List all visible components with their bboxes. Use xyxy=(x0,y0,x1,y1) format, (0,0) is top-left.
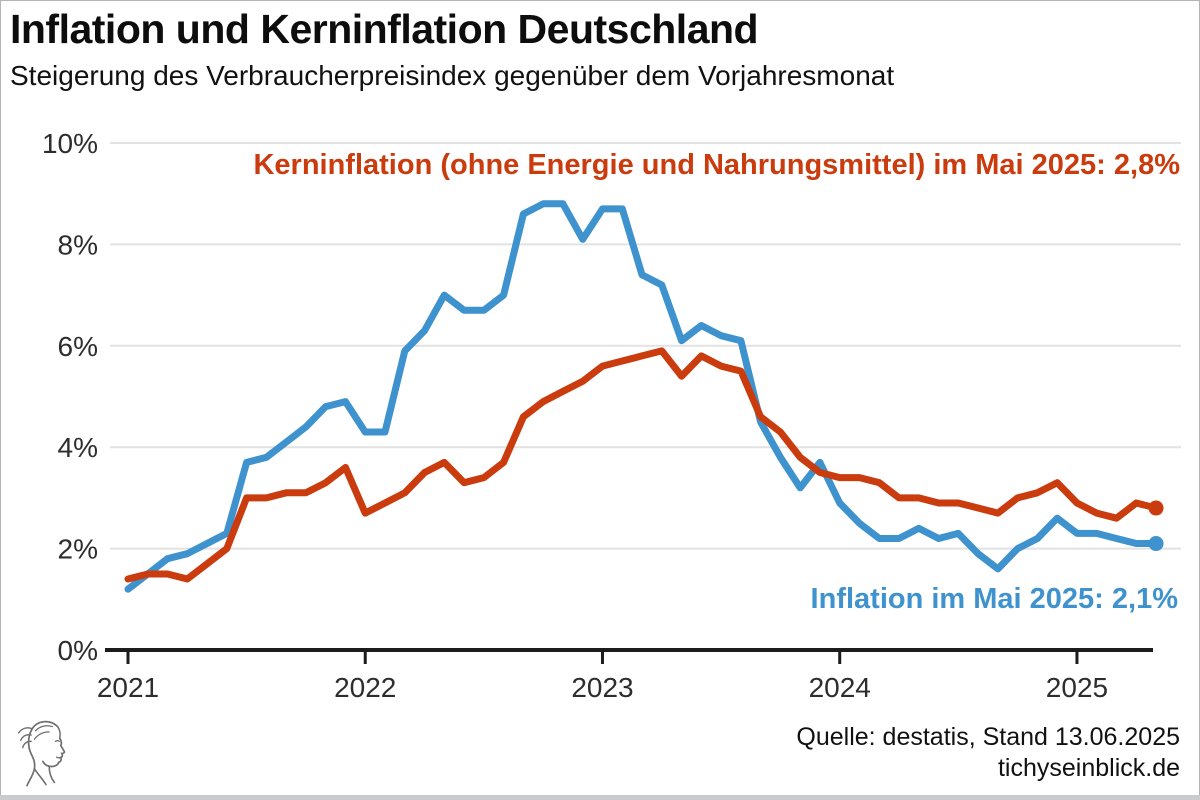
x-tick-label: 2024 xyxy=(809,672,871,703)
inflation-annotation: Inflation im Mai 2025: 2,1% xyxy=(810,583,1178,615)
y-tick-label: 10% xyxy=(42,128,98,159)
x-tick-label: 2025 xyxy=(1046,672,1108,703)
y-tick-label: 4% xyxy=(58,432,98,463)
y-tick-label: 2% xyxy=(58,534,98,565)
x-tick-label: 2022 xyxy=(334,672,396,703)
tichys-einblick-logo-icon xyxy=(12,716,80,792)
website-line: tichyseinblick.de xyxy=(997,754,1180,782)
series-line-kerninflation xyxy=(124,347,1160,583)
source-line: Quelle: destatis, Stand 13.06.2025 xyxy=(796,723,1180,751)
page-title: Inflation und Kerninflation Deutschland xyxy=(10,6,759,52)
bottom-border-strip xyxy=(0,795,1200,800)
series-end-dot xyxy=(1148,500,1164,516)
series-line-inflation xyxy=(124,200,1160,593)
page-subtitle: Steigerung des Verbraucherpreisindex geg… xyxy=(10,60,895,91)
core-inflation-annotation: Kerninflation (ohne Energie und Nahrungs… xyxy=(253,149,1180,181)
y-tick-label: 0% xyxy=(58,635,98,666)
x-tick-label: 2023 xyxy=(571,672,633,703)
y-tick-label: 6% xyxy=(58,331,98,362)
x-tick-label: 2021 xyxy=(97,672,159,703)
series-end-dot xyxy=(1148,536,1164,552)
source-attribution: Quelle: destatis, Stand 13.06.2025 tichy… xyxy=(796,722,1180,784)
y-tick-label: 8% xyxy=(58,229,98,260)
